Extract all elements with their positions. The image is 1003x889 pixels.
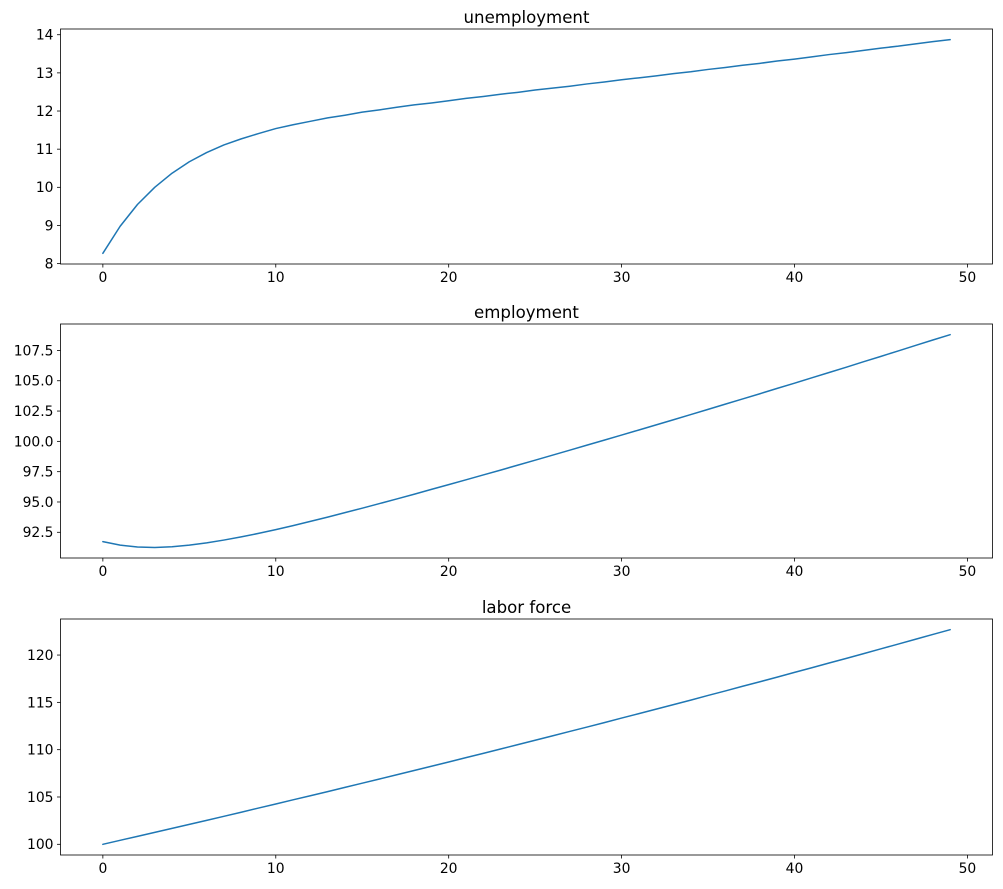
y-tick-label: 9 (45, 218, 54, 234)
y-tick-label: 95.0 (23, 495, 54, 511)
x-tick-label: 30 (613, 270, 631, 286)
x-tick-label: 10 (267, 564, 285, 580)
y-tick-label: 102.5 (14, 404, 54, 420)
subplot-employment: 0 10 20 30 40 50 92.5 95.0 97.5 100.0 102.5 105.0 10… (14, 303, 993, 580)
employment-line (102, 333, 951, 549)
y-tick-label: 120 (27, 648, 54, 664)
x-tick-label: 10 (267, 270, 285, 286)
y-tick-label: 105 (27, 790, 54, 806)
y-tick-label: 10 (36, 180, 54, 196)
x-tick-label: 30 (613, 564, 631, 580)
y-tick-label: 13 (36, 66, 54, 82)
y-tick-label: 92.5 (23, 525, 54, 541)
x-tick-label: 20 (440, 861, 458, 877)
subplot-labor-force: 0 10 20 30 40 50 100 105 110 115 120 labor force (27, 598, 993, 877)
x-tick-label: 0 (98, 270, 107, 286)
y-tick-label: 12 (36, 104, 54, 120)
x-tick-label: 20 (440, 564, 458, 580)
plot-title: employment (474, 303, 579, 322)
x-tick-label: 30 (613, 861, 631, 877)
plot-title: unemployment (464, 8, 590, 27)
x-tick-label: 50 (959, 564, 977, 580)
axes-frame (60, 618, 993, 856)
axes-frame (60, 323, 993, 559)
y-tick-label: 107.5 (14, 343, 54, 359)
x-tick-label: 40 (786, 270, 804, 286)
plot-title: labor force (482, 598, 571, 617)
x-tick-label: 0 (98, 861, 107, 877)
y-tick-label: 100.0 (14, 434, 54, 450)
x-tick-label: 40 (786, 861, 804, 877)
y-tick-label: 105.0 (14, 374, 54, 390)
x-tick-label: 20 (440, 270, 458, 286)
x-tick-label: 40 (786, 564, 804, 580)
x-tick-label: 0 (98, 564, 107, 580)
y-tick-label: 11 (36, 142, 54, 158)
x-tick-label: 50 (959, 270, 977, 286)
y-tick-label: 115 (27, 695, 54, 711)
labor-force-line (102, 628, 951, 846)
subplot-unemployment: 0 10 20 30 40 50 8 9 10 11 12 13 14 unemployment (36, 8, 993, 286)
y-tick-label: 110 (27, 743, 54, 759)
y-tick-label: 8 (45, 257, 54, 273)
y-tick-label: 97.5 (23, 465, 54, 481)
y-tick-label: 100 (27, 837, 54, 853)
unemployment-line (102, 38, 951, 255)
x-tick-label: 10 (267, 861, 285, 877)
x-tick-label: 50 (959, 861, 977, 877)
axes-frame (60, 28, 993, 265)
y-tick-label: 14 (36, 28, 54, 44)
